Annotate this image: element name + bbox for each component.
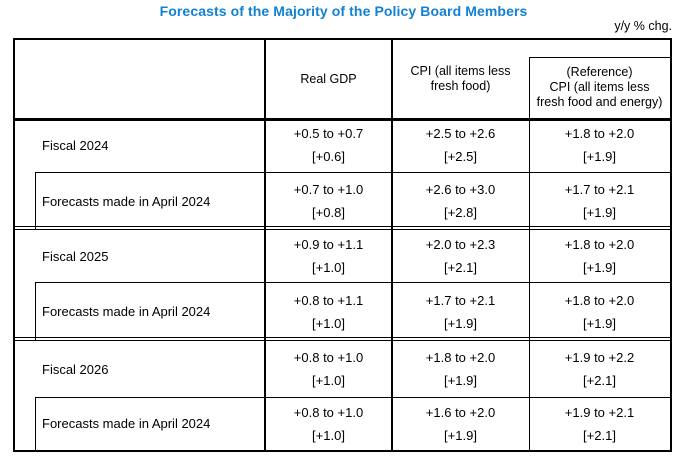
forecast-median: [+2.8]: [444, 205, 477, 220]
forecast-table-grid: Real GDP CPI (all items less fresh food)…: [15, 40, 670, 450]
forecast-median: [+1.9]: [444, 373, 477, 388]
forecast-range: +1.9 to +2.2: [564, 350, 635, 365]
forecast-range: +0.9 to +1.1: [293, 237, 364, 252]
forecast-median: [+1.0]: [312, 427, 345, 443]
column-header-cpi: CPI (all items less fresh food): [392, 40, 529, 118]
cpi-forecast-cell: +2.0 to +2.3 [+2.1]: [392, 230, 529, 282]
cpi-forecast-cell: +1.6 to +2.0 [+1.9]: [392, 397, 529, 450]
forecast-range: +2.6 to +3.0: [425, 182, 496, 197]
column-header-reference-cpi: (Reference) CPI (all items less fresh fo…: [529, 40, 670, 118]
forecast-median: [+1.0]: [312, 373, 345, 388]
forecast-range: +1.8 to +2.0: [564, 126, 635, 141]
unit-note: y/y % chg.: [614, 19, 672, 33]
reference-header-line1: (Reference): [566, 65, 633, 79]
cpi-header-line2: fresh food): [430, 79, 491, 93]
forecast-range: +1.6 to +2.0: [425, 404, 496, 420]
forecast-range: +1.8 to +2.0: [564, 237, 635, 252]
forecast-range: +0.7 to +1.0: [293, 182, 364, 197]
row-label-april-forecast-2024: Forecasts made in April 2024: [42, 193, 211, 209]
corner-header-cell: [15, 40, 265, 118]
column-header-real-gdp: Real GDP: [265, 40, 392, 118]
forecast-median: [+1.0]: [312, 315, 345, 331]
reference-cpi-forecast-cell: +1.7 to +2.1 [+1.9]: [529, 172, 670, 230]
group-divider: [15, 337, 670, 341]
row-label-fiscal-2026: Fiscal 2026: [42, 361, 109, 377]
cpi-forecast-cell: +2.6 to +3.0 [+2.8]: [392, 172, 529, 230]
forecast-median: [+1.9]: [583, 205, 616, 220]
forecast-table: Real GDP CPI (all items less fresh food)…: [13, 38, 672, 452]
real-gdp-header-label: Real GDP: [300, 71, 357, 86]
cpi-forecast-cell: +1.8 to +2.0 [+1.9]: [392, 341, 529, 397]
forecast-range: +1.8 to +2.0: [425, 350, 496, 365]
forecast-range: +0.8 to +1.0: [293, 404, 364, 420]
gdp-forecast-cell: +0.7 to +1.0 [+0.8]: [265, 172, 392, 230]
subrow-top-rule: [35, 397, 670, 398]
row-label-april-forecast-2025: Forecasts made in April 2024: [42, 304, 211, 319]
subrow-indent-rule: [35, 282, 36, 341]
forecast-median: [+1.9]: [444, 427, 477, 443]
forecast-median: [+2.1]: [583, 373, 616, 388]
forecast-range: +0.5 to +0.7: [293, 126, 364, 141]
header-bottom-rule: [15, 118, 670, 121]
forecast-range: +0.8 to +1.0: [293, 350, 364, 365]
reference-cpi-forecast-cell: +1.8 to +2.0 [+1.9]: [529, 230, 670, 282]
gdp-forecast-cell: +0.9 to +1.1 [+1.0]: [265, 230, 392, 282]
forecast-range: +1.7 to +2.1: [425, 292, 496, 308]
forecast-median: [+0.6]: [312, 149, 345, 164]
reference-cpi-forecast-cell: +1.8 to +2.0 [+1.9]: [529, 282, 670, 341]
column-divider: [264, 40, 266, 450]
forecast-median: [+2.5]: [444, 149, 477, 164]
forecast-range: +2.0 to +2.3: [425, 237, 496, 252]
cpi-forecast-cell: +2.5 to +2.6 [+2.5]: [392, 118, 529, 172]
forecast-median: [+1.9]: [583, 260, 616, 275]
forecast-median: [+1.9]: [583, 149, 616, 164]
forecast-range: +2.5 to +2.6: [425, 126, 496, 141]
forecast-range: +1.7 to +2.1: [564, 182, 635, 197]
forecast-median: [+0.8]: [312, 205, 345, 220]
reference-cpi-forecast-cell: +1.9 to +2.2 [+2.1]: [529, 341, 670, 397]
row-label-fiscal-2025: Fiscal 2025: [42, 248, 109, 264]
gdp-forecast-cell: +0.8 to +1.0 [+1.0]: [265, 397, 392, 450]
forecast-range: +0.8 to +1.1: [293, 292, 364, 308]
group-divider: [15, 226, 670, 230]
forecast-median: [+1.9]: [583, 315, 616, 331]
forecast-range: +1.9 to +2.1: [564, 404, 635, 420]
cpi-forecast-cell: +1.7 to +2.1 [+1.9]: [392, 282, 529, 341]
forecast-median: [+1.9]: [444, 315, 477, 331]
subrow-top-rule: [35, 282, 670, 283]
row-label-april-forecast-2026: Forecasts made in April 2024: [42, 416, 211, 431]
reference-header-line3: fresh food and energy): [536, 95, 663, 109]
forecast-median: [+1.0]: [312, 260, 345, 275]
column-divider: [391, 40, 393, 450]
reference-cpi-forecast-cell: +1.8 to +2.0 [+1.9]: [529, 118, 670, 172]
gdp-forecast-cell: +0.8 to +1.0 [+1.0]: [265, 341, 392, 397]
reference-header-line2: CPI (all items less: [549, 80, 650, 94]
forecast-range: +1.8 to +2.0: [564, 292, 635, 308]
reference-cpi-forecast-cell: +1.9 to +2.1 [+2.1]: [529, 397, 670, 450]
forecast-median: [+2.1]: [444, 260, 477, 275]
cpi-header-line1: CPI (all items less: [410, 64, 511, 78]
reference-box-top-border: [529, 57, 670, 58]
reference-box-left-border: [529, 57, 530, 450]
subrow-indent-rule: [35, 397, 36, 450]
subrow-top-rule: [35, 172, 670, 173]
row-label-fiscal-2024: Fiscal 2024: [42, 137, 109, 153]
subrow-indent-rule: [35, 172, 36, 230]
page-title: Forecasts of the Majority of the Policy …: [159, 3, 528, 19]
gdp-forecast-cell: +0.5 to +0.7 [+0.6]: [265, 118, 392, 172]
forecast-median: [+2.1]: [583, 427, 616, 443]
gdp-forecast-cell: +0.8 to +1.1 [+1.0]: [265, 282, 392, 341]
